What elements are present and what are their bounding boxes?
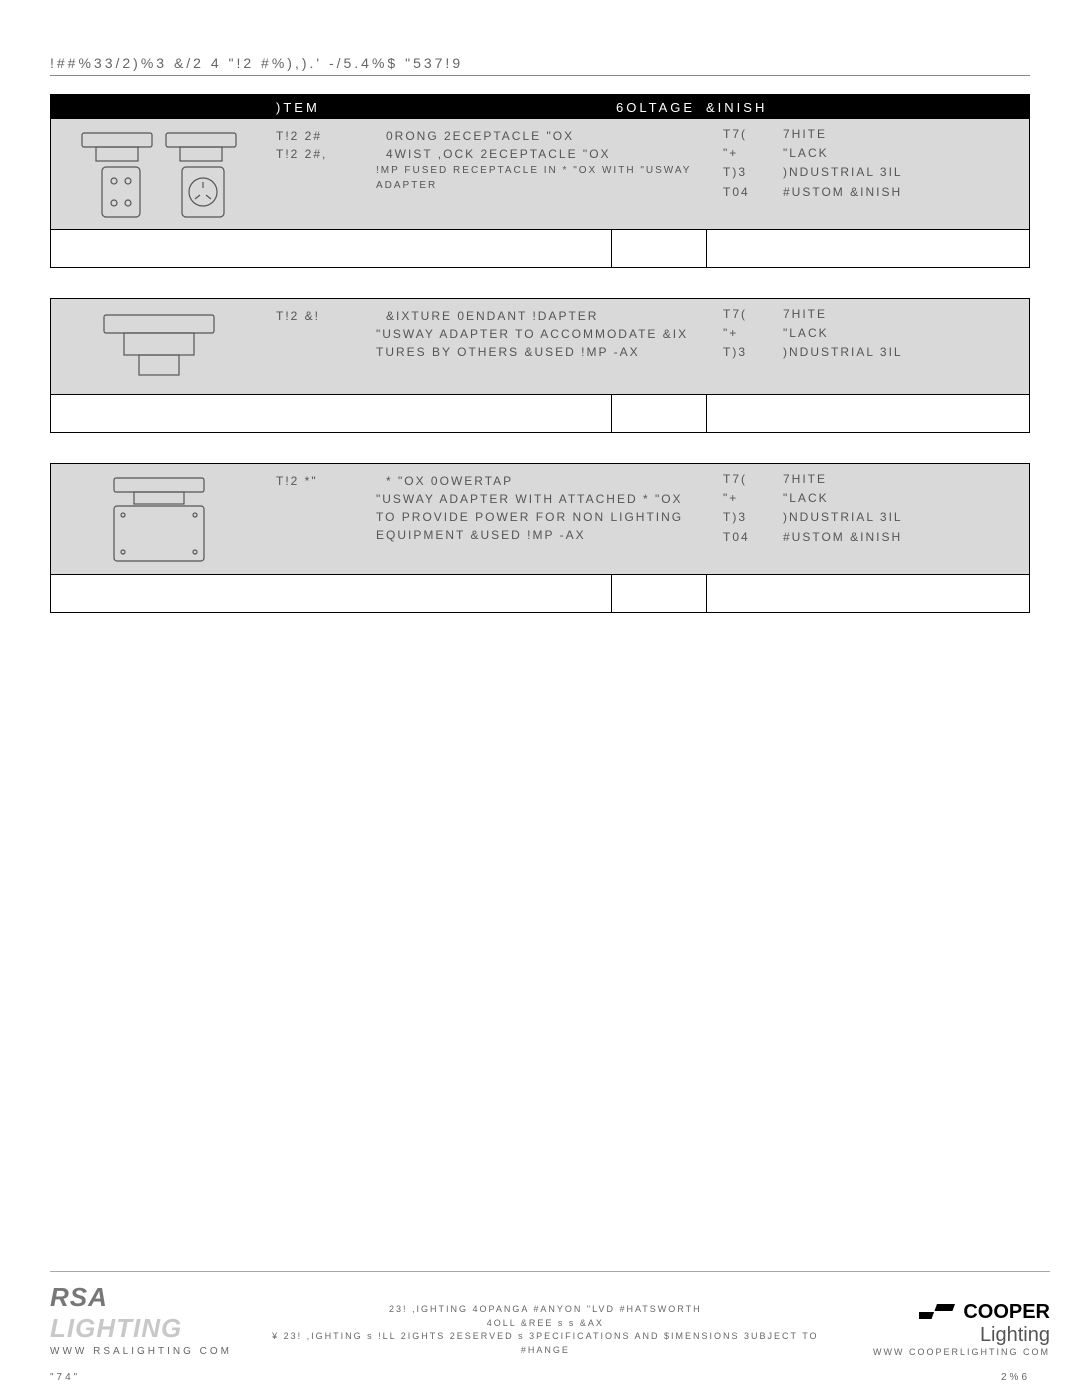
item-code: T!2 2#, [276,145,386,163]
item-desc: 4WIST ,OCK 2ECEPTACLE "OX [386,147,611,161]
finish-suffix: T7( [723,305,783,324]
product-thumbnail [51,464,266,574]
footer-address: 23! ,IGHTING 4OPANGA #ANYON "LVD #HATSWO… [247,1303,845,1357]
finish-suffix: T)3 [723,163,783,182]
header-finish: &INISH [696,100,1029,115]
rsa-logo: RSA LIGHTING WWW RSALIGHTING COM [50,1282,247,1357]
finish-label: "LACK [783,144,829,163]
finish-label: #USTOM &INISH [783,183,902,202]
spec-row [51,574,1029,612]
product-thumbnail [51,119,266,229]
finish-list: T7(7HITE "+"LACK T)3)NDUSTRIAL 3IL T04#U… [723,125,1023,202]
header-item: )TEM [266,100,616,115]
finish-suffix: "+ [723,324,783,343]
finish-label: )NDUSTRIAL 3IL [783,343,903,362]
product-block: )TEM 6OLTAGE &INISH [50,94,1030,268]
finish-label: 7HITE [783,125,827,144]
finish-label: )NDUSTRIAL 3IL [783,508,903,527]
header-voltage: 6OLTAGE [616,100,696,115]
finish-suffix: "+ [723,144,783,163]
finish-suffix: T7( [723,125,783,144]
finish-suffix: T04 [723,183,783,202]
finish-list: T7(7HITE "+"LACK T)3)NDUSTRIAL 3IL [723,305,1023,363]
finish-label: #USTOM &INISH [783,528,902,547]
finish-suffix: T7( [723,470,783,489]
finish-label: "LACK [783,324,829,343]
finish-suffix: "+ [723,489,783,508]
cooper-logo: COOPER Lighting WWW COOPERLIGHTING COM [844,1301,1050,1357]
item-desc: * "OX 0OWERTAP [386,474,513,488]
finish-label: )NDUSTRIAL 3IL [783,163,903,182]
page-title: !##%33/2)%3 &/2 4 "!2 #%),).' -/5.4%$ "5… [50,55,1030,76]
page-footer: RSA LIGHTING WWW RSALIGHTING COM 23! ,IG… [50,1271,1050,1357]
item-desc: 0RONG 2ECEPTACLE "OX [386,129,574,143]
item-code: T!2 &! [276,307,386,325]
page-numbers: "74" 2%6 [50,1372,1030,1383]
finish-suffix: T)3 [723,508,783,527]
finish-list: T7(7HITE "+"LACK T)3)NDUSTRIAL 3IL T04#U… [723,470,1023,547]
item-code: T!2 2# [276,127,386,145]
finish-suffix: T)3 [723,343,783,362]
cooper-url: WWW COOPERLIGHTING COM [844,1347,1050,1357]
product-thumbnail [51,299,266,394]
item-desc: &IXTURE 0ENDANT !DAPTER [386,309,598,323]
product-block: T!2 &!&IXTURE 0ENDANT !DAPTER "USWAY ADA… [50,298,1030,433]
finish-label: 7HITE [783,305,827,324]
table-header: )TEM 6OLTAGE &INISH [51,95,1029,119]
spec-row [51,394,1029,432]
rsa-url: WWW RSALIGHTING COM [50,1346,247,1357]
finish-label: "LACK [783,489,829,508]
spec-row [51,229,1029,267]
product-block: T!2 *"* "OX 0OWERTAP "USWAY ADAPTER WITH… [50,463,1030,613]
finish-label: 7HITE [783,470,827,489]
finish-suffix: T04 [723,528,783,547]
item-code: T!2 *" [276,472,386,490]
